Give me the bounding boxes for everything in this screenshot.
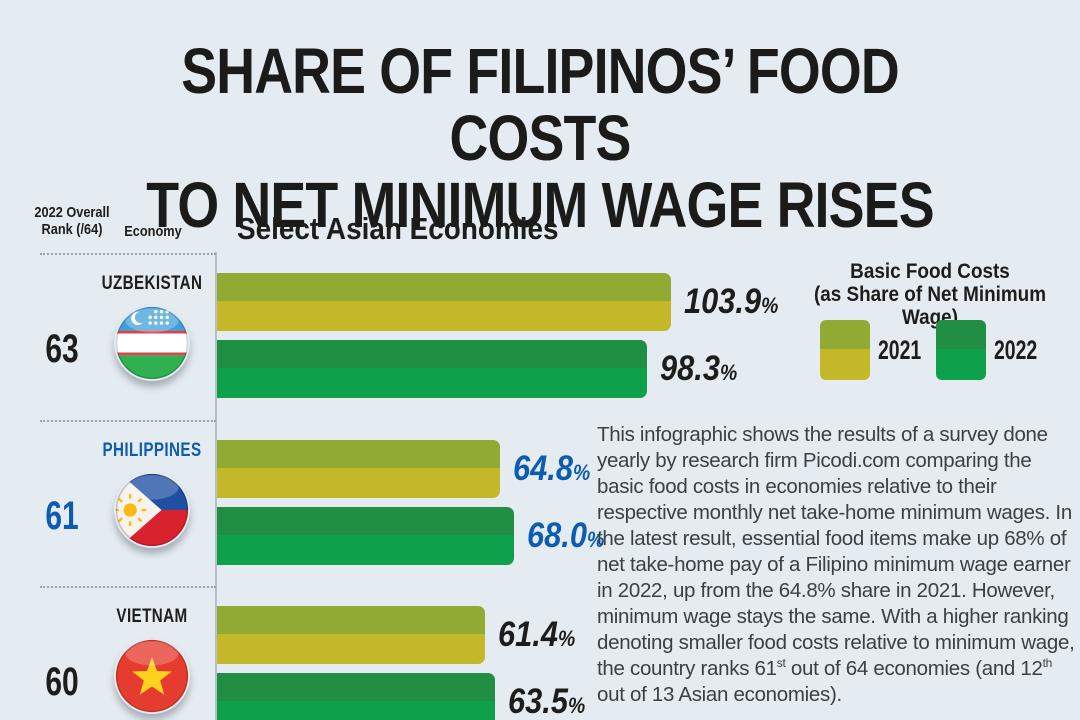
philippines-flag-icon — [114, 472, 190, 548]
bar-value-label-2021: 61.4% — [498, 606, 586, 664]
rank-header-line1: 2022 Overall — [34, 204, 110, 221]
bar-2022 — [217, 507, 514, 565]
economy-label: VIETNAM — [116, 606, 188, 627]
economy-label: UZBEKISTAN — [101, 273, 203, 294]
chart-axis-line — [215, 252, 217, 720]
page-title: SHARE OF FILIPINOS’ FOOD COSTS TO NET MI… — [86, 38, 993, 239]
bar-value-number: 61.4 — [498, 615, 558, 654]
rank-value: 60 — [45, 660, 79, 704]
legend-label-2022: 2022 — [994, 334, 1038, 365]
vietnam-flag-icon — [114, 638, 190, 714]
bar-value-number: 63.5 — [508, 682, 568, 720]
legend-swatch-2021 — [820, 320, 870, 380]
bar-value-number: 103.9 — [684, 282, 762, 321]
economy-column-header: Economy — [124, 223, 182, 240]
bar-value-label-2021: 103.9% — [684, 273, 791, 331]
page-title-line2: TO NET MINIMUM WAGE RISES — [146, 169, 934, 241]
rank-header-line2: Rank (/64) — [41, 220, 103, 238]
bar-value-label-2022: 63.5% — [508, 673, 596, 720]
economy-row-philippines: PHILIPPINES 61 — [0, 420, 1080, 587]
bar-value-label-2022: 68.0% — [527, 507, 615, 565]
rank-value: 61 — [45, 494, 79, 538]
bar-2021 — [217, 606, 485, 664]
page-title-line1: SHARE OF FILIPINOS’ FOOD COSTS — [181, 35, 899, 174]
percent-sign: % — [572, 460, 591, 485]
percent-sign: % — [586, 527, 605, 552]
economy-label: PHILIPPINES — [102, 440, 202, 461]
percent-sign: % — [761, 293, 779, 318]
economy-row-vietnam: VIETNAM 60 61.4% 63.5% — [0, 586, 1080, 720]
bar-value-number: 64.8 — [513, 449, 573, 488]
bar-2022 — [217, 340, 647, 398]
percent-sign: % — [557, 626, 576, 651]
bar-2022 — [217, 673, 495, 720]
rank-column-header: 2022 Overall Rank (/64) — [33, 204, 111, 238]
row-separator — [40, 586, 216, 588]
legend-title-line1: Basic Food Costs — [850, 260, 1010, 283]
row-separator — [40, 420, 216, 422]
bar-value-label-2022: 98.3% — [660, 340, 748, 398]
row-separator — [40, 253, 216, 255]
percent-sign: % — [719, 360, 738, 385]
bar-2021 — [217, 273, 671, 331]
bar-value-number: 98.3 — [660, 349, 720, 388]
uzbekistan-flag-icon — [114, 305, 190, 381]
bar-value-number: 68.0 — [527, 516, 587, 555]
rank-value: 63 — [45, 327, 79, 371]
legend-swatch-2022 — [936, 320, 986, 380]
legend-label-2021: 2021 — [878, 334, 922, 365]
bar-value-label-2021: 64.8% — [513, 440, 601, 498]
chart-title: Select Asian Economies — [237, 211, 559, 246]
description-paragraph: This infographic shows the results of a … — [597, 423, 1075, 706]
economy-row-uzbekistan: UZBEKISTAN 63 — [0, 253, 1080, 420]
percent-sign: % — [567, 693, 586, 718]
legend-title: Basic Food Costs (as Share of Net Minimu… — [791, 260, 1070, 329]
bar-2021 — [217, 440, 500, 498]
